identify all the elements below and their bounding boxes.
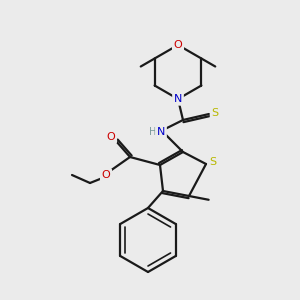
Text: O: O [106,132,116,142]
Text: N: N [174,94,182,104]
Text: N: N [157,127,165,137]
Text: S: S [212,108,219,118]
Text: S: S [209,157,217,167]
Text: O: O [174,40,182,50]
Text: O: O [102,170,110,180]
Text: H: H [149,127,157,137]
